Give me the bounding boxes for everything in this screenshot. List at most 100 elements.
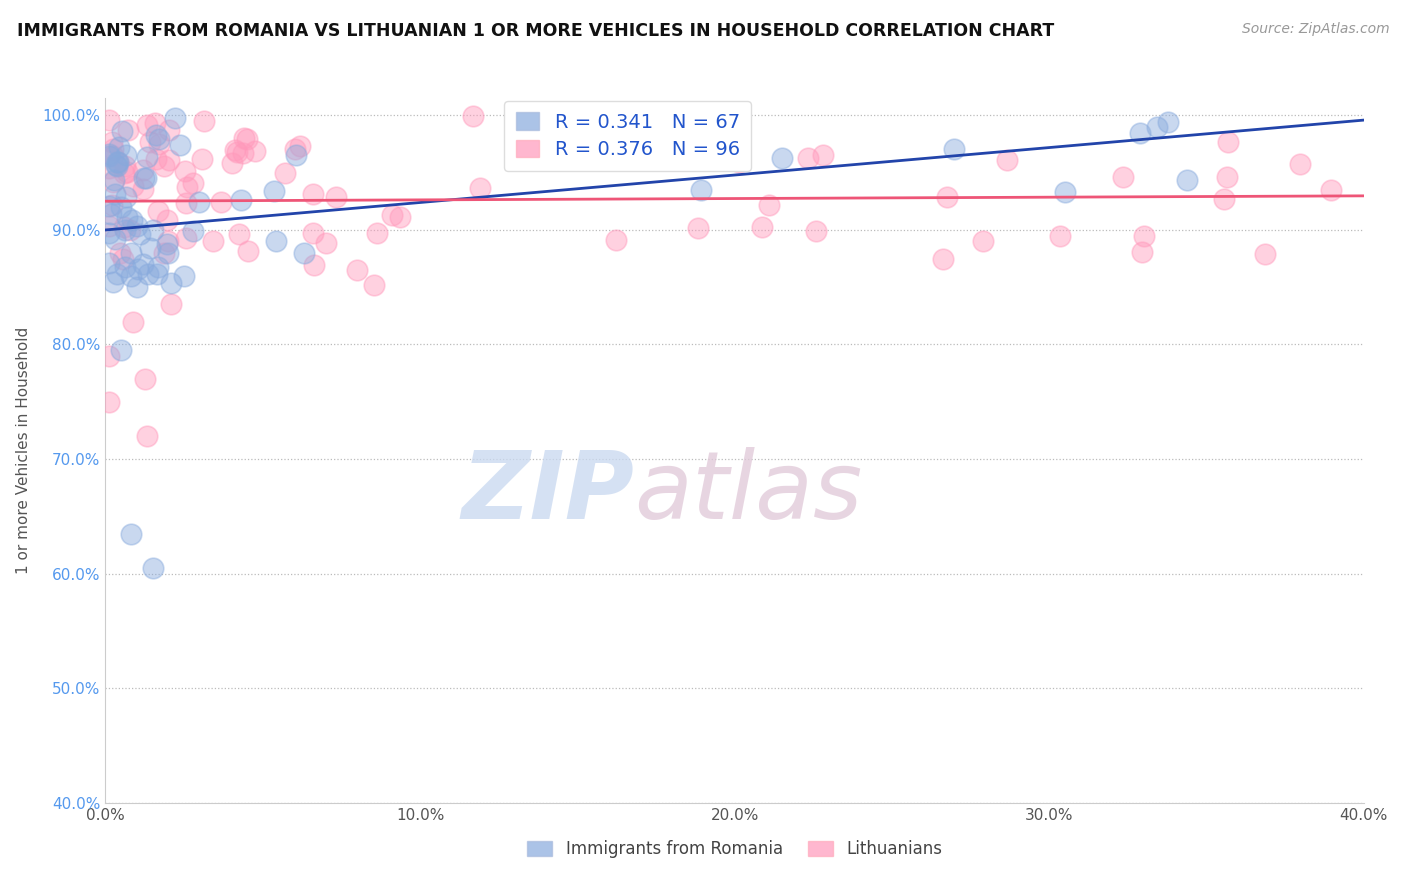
Point xyxy=(146,268,169,282)
Point xyxy=(108,140,131,154)
Point xyxy=(143,116,166,130)
Point xyxy=(302,258,325,272)
Point xyxy=(157,235,180,249)
Point xyxy=(156,237,179,252)
Point xyxy=(101,149,124,163)
Point xyxy=(176,180,198,194)
Point xyxy=(120,269,142,284)
Text: atlas: atlas xyxy=(634,447,862,538)
Point xyxy=(97,226,120,240)
Legend: Immigrants from Romania, Lithuanians: Immigrants from Romania, Lithuanians xyxy=(520,834,949,865)
Point xyxy=(134,170,156,185)
Point xyxy=(112,166,135,180)
Point xyxy=(363,278,385,293)
Point xyxy=(621,126,644,140)
Point xyxy=(595,118,617,132)
Point xyxy=(129,227,152,241)
Point xyxy=(127,219,149,233)
Point xyxy=(758,198,780,212)
Point xyxy=(115,147,138,161)
Point xyxy=(650,120,672,135)
Point xyxy=(224,143,246,157)
Point xyxy=(134,372,156,386)
Point xyxy=(157,245,180,260)
Point xyxy=(1216,136,1239,150)
Point xyxy=(1146,120,1168,134)
Point xyxy=(142,561,165,575)
Point xyxy=(806,224,828,238)
Text: IMMIGRANTS FROM ROMANIA VS LITHUANIAN 1 OR MORE VEHICLES IN HOUSEHOLD CORRELATIO: IMMIGRANTS FROM ROMANIA VS LITHUANIAN 1 … xyxy=(17,22,1054,40)
Point xyxy=(157,123,180,137)
Point xyxy=(120,526,142,541)
Point xyxy=(139,241,162,255)
Point xyxy=(120,245,142,260)
Point xyxy=(995,153,1018,168)
Point xyxy=(132,257,155,271)
Point xyxy=(190,152,212,166)
Point xyxy=(468,180,491,194)
Point xyxy=(104,186,127,201)
Point xyxy=(132,163,155,178)
Point xyxy=(111,124,134,138)
Point xyxy=(461,109,484,123)
Point xyxy=(97,147,120,161)
Point xyxy=(110,200,132,214)
Point xyxy=(302,186,325,201)
Point xyxy=(209,195,232,210)
Point xyxy=(136,118,159,132)
Point xyxy=(105,267,128,281)
Point xyxy=(145,128,167,142)
Point xyxy=(97,394,120,409)
Text: ZIP: ZIP xyxy=(461,447,634,539)
Point xyxy=(188,195,211,210)
Point xyxy=(103,175,125,189)
Point xyxy=(107,154,129,169)
Point xyxy=(173,268,195,283)
Point xyxy=(1112,170,1135,185)
Point xyxy=(127,261,149,276)
Point xyxy=(1216,170,1239,185)
Point xyxy=(153,159,176,173)
Point xyxy=(202,234,225,248)
Point xyxy=(288,138,311,153)
Point xyxy=(101,135,124,149)
Point xyxy=(1288,157,1310,171)
Point xyxy=(942,142,965,156)
Point xyxy=(346,263,368,277)
Point xyxy=(1213,192,1236,206)
Point xyxy=(770,151,793,165)
Point xyxy=(97,113,120,128)
Point xyxy=(97,199,120,213)
Point xyxy=(797,151,820,165)
Point xyxy=(686,221,709,235)
Point xyxy=(121,314,143,328)
Point xyxy=(274,166,297,180)
Point xyxy=(159,276,181,290)
Point xyxy=(236,132,259,146)
Point xyxy=(811,148,834,162)
Point xyxy=(381,208,404,222)
Point xyxy=(112,252,135,266)
Point xyxy=(112,220,135,235)
Point xyxy=(238,244,260,259)
Point xyxy=(125,280,148,294)
Point xyxy=(936,190,959,204)
Point xyxy=(263,184,285,198)
Point xyxy=(148,260,170,274)
Point xyxy=(366,227,388,241)
Point xyxy=(245,144,267,158)
Point xyxy=(104,232,127,246)
Point xyxy=(153,245,176,260)
Point xyxy=(135,170,157,185)
Point xyxy=(115,210,138,224)
Point xyxy=(115,190,138,204)
Point xyxy=(139,135,162,149)
Point xyxy=(325,189,347,203)
Point xyxy=(1129,126,1152,140)
Point xyxy=(97,256,120,270)
Point xyxy=(692,151,714,165)
Point xyxy=(389,210,412,224)
Point xyxy=(98,219,121,233)
Point xyxy=(142,223,165,237)
Point xyxy=(98,149,121,163)
